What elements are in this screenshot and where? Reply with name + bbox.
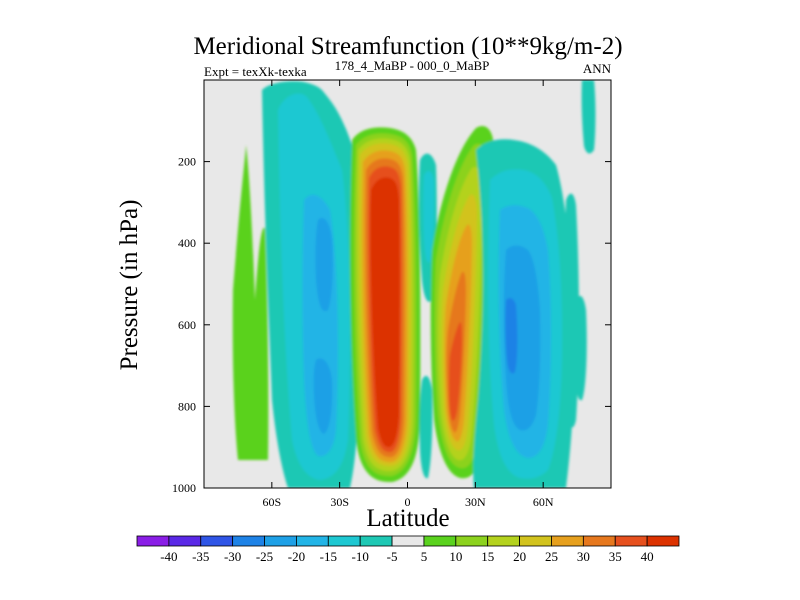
x-tick-label-4: 60N	[533, 495, 554, 509]
colorbar-swatch-0	[136, 535, 170, 547]
colorbar-label-9: 10	[449, 549, 462, 564]
colorbar-label-5: -15	[320, 549, 337, 564]
x-tick-label-2: 0	[405, 495, 411, 509]
plot-area	[203, 79, 612, 489]
colorbar-swatch-4	[264, 535, 297, 547]
x-axis: 60S 30S 0 30N 60N	[262, 80, 554, 509]
contour-equatorial-lower	[419, 375, 433, 479]
colorbar-swatch-16	[646, 535, 680, 547]
y-tick-label-1: 400	[178, 236, 196, 250]
contour-equatorial-negative-mid	[423, 170, 435, 263]
colorbar-swatch-2	[200, 535, 234, 547]
colorbar-label-0: -40	[160, 549, 177, 564]
colorbar-swatch-15	[614, 535, 648, 547]
contour-hadley-south-core	[370, 177, 400, 448]
contour-south-positive	[232, 145, 269, 460]
x-tick-label-3: 30N	[465, 495, 486, 509]
colorbar-swatch-8	[391, 535, 425, 547]
colorbar: -40 -35 -30 -25 -20 -15 -10 -5 5 10 15 20 25 30 35 40	[136, 535, 680, 564]
contour-south-ferrel-core-low	[313, 358, 333, 434]
colorbar-label-8: 5	[421, 549, 428, 564]
colorbar-label-12: 25	[545, 549, 558, 564]
chart-title: Meridional Streamfunction (10**9kg/m-2)	[193, 33, 622, 60]
contour-north-ferrel-deep	[505, 297, 518, 374]
period-label: 178_4_MaBP - 000_0_MaBP	[335, 58, 490, 73]
y-tick-label-3: 800	[178, 399, 196, 413]
contour-fill	[232, 80, 596, 488]
colorbar-swatch-13	[551, 535, 584, 547]
colorbar-swatch-1	[168, 535, 202, 547]
colorbar-swatch-6	[327, 535, 361, 547]
colorbar-label-4: -20	[288, 549, 305, 564]
contour-north-ferrel-core	[503, 245, 541, 431]
contour-north-polar-column-2	[574, 295, 587, 401]
contour-hadley-north-core	[449, 322, 462, 421]
colorbar-label-13: 30	[577, 549, 590, 564]
season-label: ANN	[583, 61, 612, 76]
colorbar-label-7: -5	[387, 549, 398, 564]
y-tick-label-4: 1000	[172, 481, 196, 495]
colorbar-label-2: -30	[224, 549, 241, 564]
colorbar-swatch-11	[487, 535, 520, 547]
colorbar-swatch-3	[232, 535, 265, 547]
y-tick-label-2: 600	[178, 318, 196, 332]
colorbar-label-10: 15	[481, 549, 494, 564]
colorbar-label-15: 40	[641, 549, 654, 564]
colorbar-swatch-10	[455, 535, 489, 547]
colorbar-label-6: -10	[352, 549, 369, 564]
contour-south-ferrel-core	[315, 218, 333, 312]
colorbar-label-11: 20	[513, 549, 526, 564]
colorbar-label-14: 35	[609, 549, 622, 564]
colorbar-swatch-9	[423, 535, 457, 547]
colorbar-swatch-14	[582, 535, 616, 547]
x-axis-label: Latitude	[366, 505, 449, 532]
colorbar-swatch-12	[519, 535, 552, 547]
y-tick-label-0: 200	[178, 155, 196, 169]
x-tick-label-0: 60S	[262, 495, 281, 509]
colorbar-swatch-7	[359, 535, 393, 547]
y-axis-label: Pressure (in hPa)	[116, 200, 143, 371]
colorbar-label-1: -35	[192, 549, 209, 564]
y-axis: 200 400 600 800 1000	[172, 155, 611, 495]
colorbar-swatch-5	[296, 535, 329, 547]
contour-north-polar-upper	[581, 80, 596, 154]
experiment-label: Expt = texXk-texka	[204, 64, 307, 79]
x-tick-label-1: 30S	[330, 495, 349, 509]
colorbar-label-3: -25	[256, 549, 273, 564]
